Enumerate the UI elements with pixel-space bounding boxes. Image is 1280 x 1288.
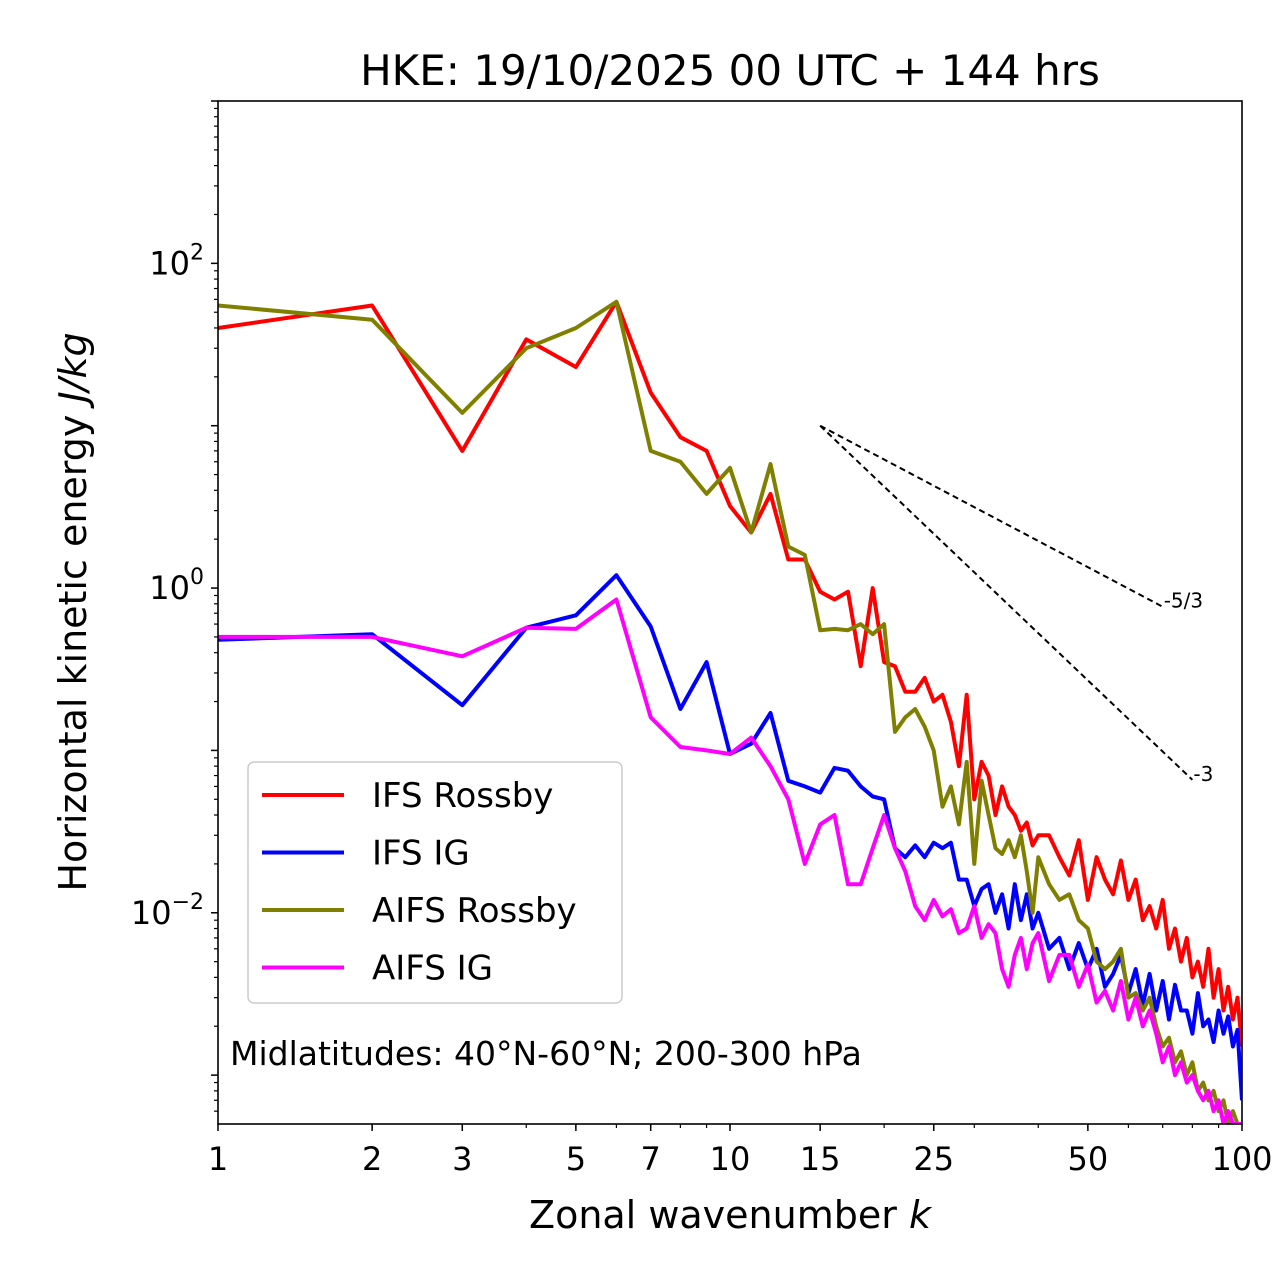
x-tick-label: 15 <box>800 1140 841 1178</box>
x-tick-label: 50 <box>1068 1140 1109 1178</box>
reference-slopes <box>819 424 1194 781</box>
reference-slope-line <box>819 424 1194 781</box>
x-axis-title-symbol: k <box>909 1193 933 1237</box>
y-tick-label: 100 <box>149 565 204 607</box>
legend-frame <box>247 761 623 1004</box>
x-tick-label: 2 <box>362 1140 382 1178</box>
y-axis-title: Horizontal kinetic energy J/kg <box>51 332 95 891</box>
y-axis-title-text: Horizontal kinetic energy <box>51 415 95 892</box>
reference-slope-line <box>819 424 1164 608</box>
x-tick-label: 1 <box>208 1140 228 1178</box>
major-ticks <box>211 100 1243 1131</box>
y-tick-label: 10−2 <box>131 890 204 932</box>
legend: IFS Rossby IFS IG AIFS Rossby AIFS IG <box>247 761 623 1004</box>
x-axis-title: Zonal wavenumber k <box>529 1193 933 1237</box>
reference-slope-label: -3 <box>1193 762 1213 786</box>
x-tick-label: 100 <box>1211 1140 1272 1178</box>
y-tick-label: 102 <box>149 240 204 282</box>
plot-frame <box>217 100 1243 1125</box>
reference-slope-labels: -5/3 -3 <box>1164 589 1214 786</box>
legend-label-aifs-rossby: AIFS Rossby <box>372 891 577 931</box>
x-axis-title-text: Zonal wavenumber <box>529 1193 897 1237</box>
series-line-ifs-ig <box>218 573 1242 1101</box>
plot-area: 1 2 3 5 7 10 15 25 50 100 102 100 10−2 -5/3 -3 <box>131 100 1273 1178</box>
y-axis-title-unit: J/kg <box>51 332 95 409</box>
x-tick-label: 7 <box>641 1140 661 1178</box>
legend-label-ifs-rossby: IFS Rossby <box>372 776 553 816</box>
region-annotation: Midlatitudes: 40°N-60°N; 200-300 hPa <box>230 1034 862 1073</box>
series-line-ifs-rossby <box>218 299 1242 1047</box>
series-lines <box>218 299 1242 1124</box>
reference-slope-label: -5/3 <box>1164 589 1203 613</box>
x-tick-labels: 1 2 3 5 7 10 15 25 50 100 <box>208 1140 1273 1178</box>
legend-label-aifs-ig: AIFS IG <box>372 949 493 989</box>
series-line-aifs-ig <box>218 597 1242 1124</box>
series-line-aifs-rossby <box>218 299 1242 1124</box>
x-tick-label: 5 <box>566 1140 586 1178</box>
legend-label-ifs-ig: IFS IG <box>372 834 470 874</box>
y-tick-labels: 102 100 10−2 <box>131 240 204 931</box>
chart-title: HKE: 19/10/2025 00 UTC + 144 hrs <box>360 46 1100 95</box>
x-tick-label: 10 <box>710 1140 751 1178</box>
x-tick-label: 3 <box>452 1140 472 1178</box>
x-tick-label: 25 <box>913 1140 954 1178</box>
